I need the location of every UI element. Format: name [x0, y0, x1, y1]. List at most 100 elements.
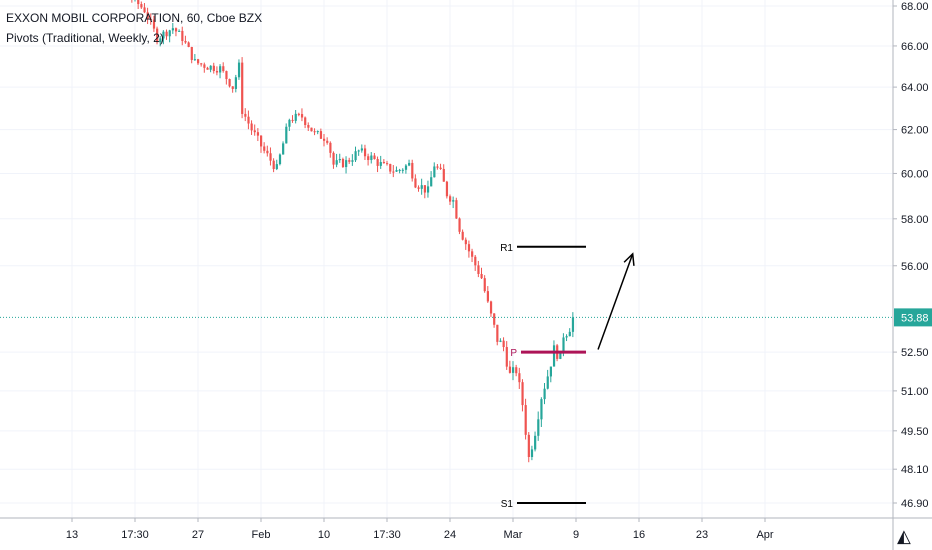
candle-body [316, 131, 319, 133]
indicator-legend[interactable]: Pivots (Traditional, Weekly, 2) [6, 31, 164, 45]
candle-body [332, 152, 335, 165]
candle-body [518, 373, 521, 383]
candle-body [471, 251, 474, 257]
candle-body [486, 291, 489, 302]
candle-body [171, 28, 174, 31]
time-tick-label: 13 [66, 529, 78, 541]
candle-body [143, 7, 146, 13]
time-tick-label: Mar [504, 529, 523, 541]
candle-body [508, 366, 512, 373]
candle-body [278, 154, 282, 165]
candle-body [237, 62, 241, 78]
candle-body [367, 156, 370, 161]
candle-body [206, 67, 209, 70]
candle-body [174, 28, 178, 32]
candle-body [209, 65, 212, 70]
candle-body [379, 162, 382, 166]
candle-body [263, 146, 266, 151]
candle-body [225, 71, 228, 80]
candles [131, 0, 575, 463]
candle-body [162, 31, 165, 39]
candle-body [439, 167, 442, 169]
candle-body [345, 160, 348, 168]
candle-body [512, 367, 515, 373]
candle-body [540, 399, 543, 420]
candle-body [184, 40, 187, 43]
candle-body [228, 79, 231, 87]
price-tick-label: 56.00 [901, 261, 929, 273]
candle-body [326, 140, 329, 143]
last-price-badge [894, 308, 932, 327]
candle-body [461, 231, 464, 240]
time-tick-label: 17:30 [121, 529, 149, 541]
candle-body [351, 160, 354, 162]
arrow-shaft [597, 253, 634, 350]
candle-body [323, 138, 326, 141]
candle-body [449, 196, 452, 202]
price-tick-label: 52.50 [901, 347, 929, 359]
candle-body [445, 181, 449, 197]
candle-body [304, 117, 307, 125]
candle-body [515, 367, 518, 374]
candle-body [389, 164, 392, 172]
candle-body [376, 159, 379, 166]
candle-body [253, 130, 256, 133]
pivot-label-s1: S1 [501, 499, 514, 510]
candle-body [414, 178, 417, 188]
candle-body [408, 162, 411, 166]
candle-body [562, 337, 565, 352]
candle-body [215, 71, 219, 73]
candle-body [502, 340, 505, 348]
time-tick-label: 24 [444, 529, 456, 541]
candle-body [187, 42, 190, 47]
candle-body [436, 166, 439, 168]
time-tick-label: 23 [696, 529, 708, 541]
candle-body [234, 77, 237, 89]
candle-body [404, 165, 408, 170]
candle-body [474, 256, 477, 266]
tradingview-logo-icon: ◭ [897, 526, 911, 547]
candle-body [392, 171, 395, 173]
price-tick-label: 60.00 [901, 168, 929, 180]
candle-body [291, 119, 294, 121]
price-axis[interactable]: 68.00 66.00 64.00 62.00 60.00 58.00 56.00 52.50… [892, 0, 932, 550]
candle-body [483, 278, 486, 292]
candle-body [335, 160, 338, 165]
candle-body [467, 244, 471, 252]
candle-body [307, 124, 310, 128]
candle-body [165, 31, 168, 37]
price-tick-label: 58.00 [901, 214, 929, 226]
candle-body [310, 127, 313, 132]
candle-body [423, 185, 426, 193]
candle-body [146, 12, 149, 19]
candle-body [452, 200, 455, 202]
candle-body [338, 159, 341, 161]
price-tick-label: 51.00 [901, 386, 929, 398]
candle-body [193, 59, 197, 61]
time-axis[interactable]: 13 17:30 27 Feb 10 17:30 24 Mar 9 16 23 Apr [0, 517, 932, 541]
candle-body [219, 66, 222, 73]
candle-body [200, 63, 203, 65]
candle-body [222, 66, 225, 72]
price-tick-label: 49.50 [901, 426, 929, 438]
candle-body [370, 155, 373, 161]
candle-body [530, 449, 534, 458]
candle-body [275, 164, 278, 170]
price-tick-label: 68.00 [901, 1, 929, 13]
candle-body [341, 159, 345, 168]
candle-body [152, 19, 156, 29]
candle-body [197, 59, 200, 64]
candle-body [181, 30, 184, 41]
arrow-head [623, 252, 635, 266]
time-tick-label: Apr [756, 529, 773, 541]
time-tick-label: 9 [573, 529, 579, 541]
candle-body [354, 151, 357, 161]
pivot-label-r1: R1 [500, 243, 513, 254]
candle-body [285, 126, 288, 144]
candle-body [250, 123, 253, 131]
candle-body [499, 340, 502, 342]
candle-body [190, 46, 193, 60]
candle-body [272, 160, 275, 170]
candle-body [386, 163, 389, 165]
